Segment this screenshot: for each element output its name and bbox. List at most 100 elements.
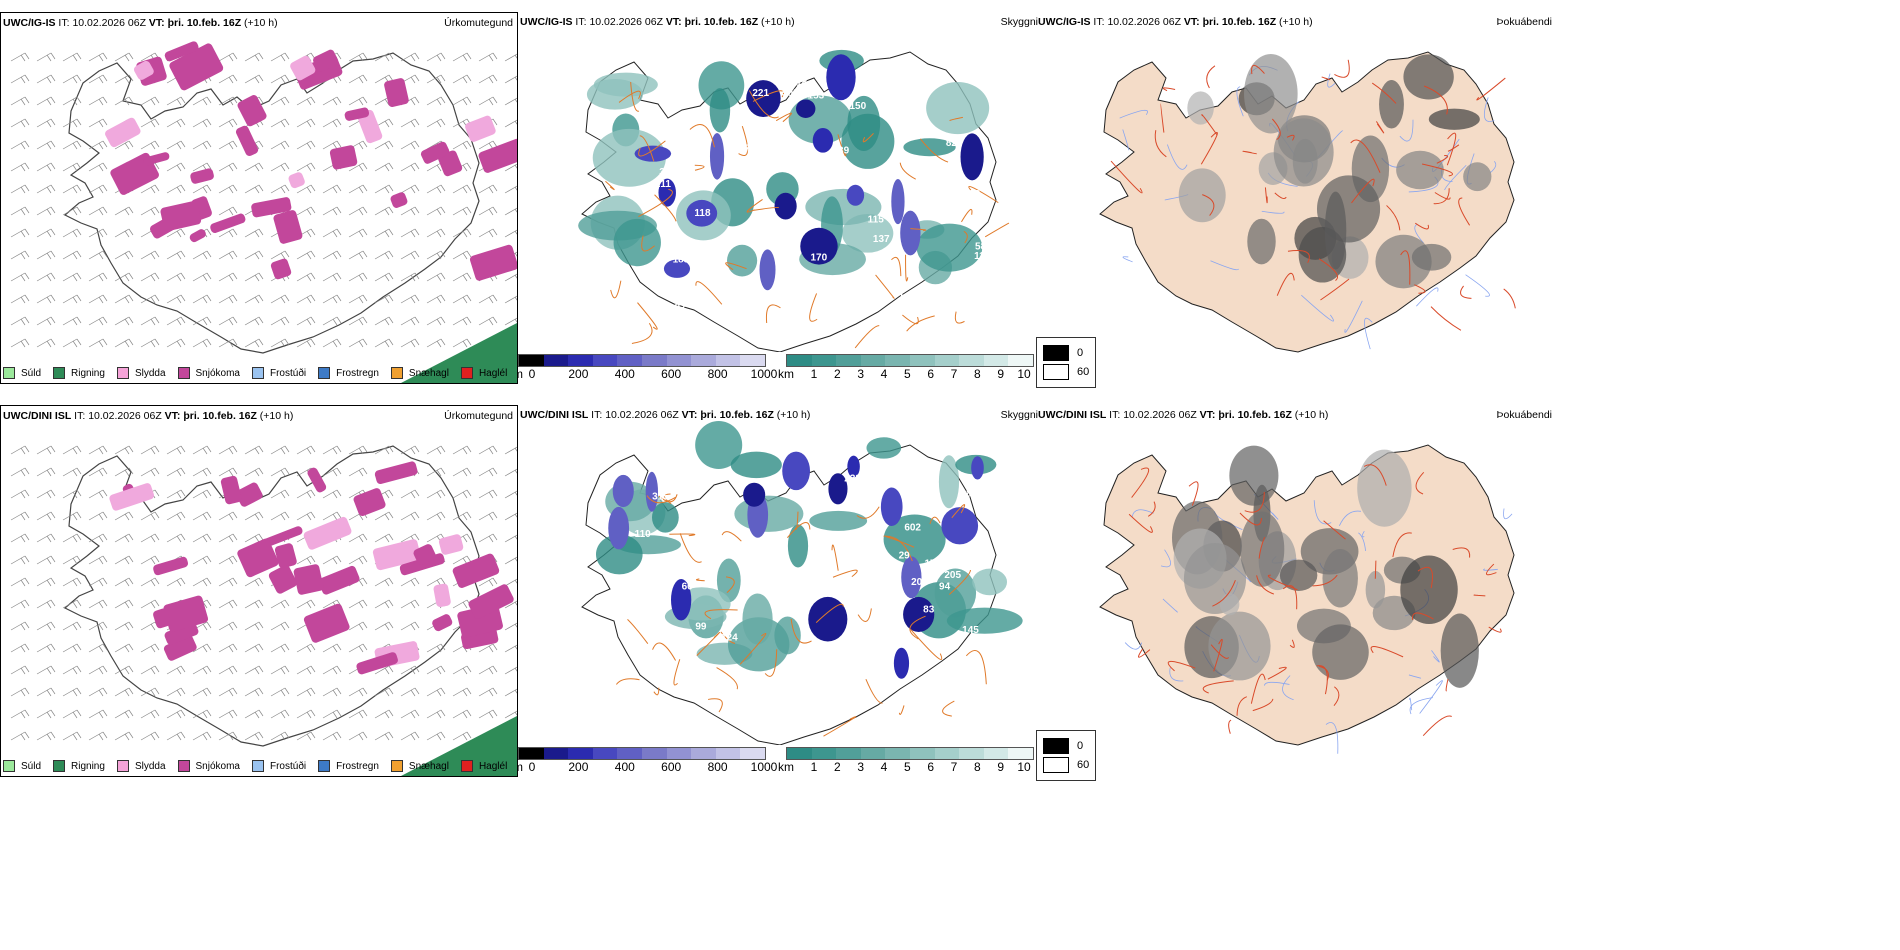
wind-barb xyxy=(244,621,264,631)
wind-barb xyxy=(166,467,186,477)
wind-barb xyxy=(400,250,420,260)
legend-label: Súld xyxy=(21,760,42,772)
wind-barb xyxy=(88,489,108,499)
wind-barb xyxy=(270,731,290,741)
wind-barb xyxy=(10,731,30,741)
wind-barb xyxy=(400,687,420,697)
ceiling-value-label: 205 xyxy=(944,570,961,581)
road xyxy=(1417,566,1433,589)
road xyxy=(738,125,748,156)
road xyxy=(1351,178,1375,204)
wind-barb xyxy=(114,96,134,106)
road xyxy=(965,650,987,685)
ceiling-value-label: 318 xyxy=(791,78,808,89)
road xyxy=(1412,612,1434,620)
snow-area xyxy=(153,608,171,629)
wind-barb xyxy=(114,709,134,719)
wind-barb xyxy=(88,577,108,587)
wind-barb xyxy=(88,228,108,238)
wind-barb xyxy=(10,140,30,150)
wind-barb xyxy=(374,206,394,216)
ceiling-area xyxy=(686,199,718,227)
snow-area xyxy=(313,49,339,72)
it-label: IT: xyxy=(591,409,603,421)
ceiling-value-label: 29 xyxy=(899,551,911,562)
legend-label: Rigning xyxy=(71,760,105,772)
ceiling-area xyxy=(663,259,691,278)
wind-barb xyxy=(218,555,238,565)
wind-barb xyxy=(10,621,30,631)
snow-area xyxy=(190,168,214,184)
wind-barb xyxy=(374,621,394,631)
wind-barb xyxy=(348,599,368,609)
lead-time: (+10 h) xyxy=(1279,16,1313,28)
road xyxy=(739,632,767,665)
wind-barb xyxy=(114,467,134,477)
wind-barb xyxy=(452,316,472,326)
wind-barb xyxy=(218,140,238,150)
wind-barb xyxy=(504,468,517,477)
road xyxy=(753,206,779,211)
ceiling-value-label: 170 xyxy=(810,252,827,263)
wind-barb xyxy=(348,74,368,84)
road xyxy=(1287,250,1310,263)
wind-barb xyxy=(478,52,498,62)
road xyxy=(765,304,781,324)
wind-barb xyxy=(504,688,517,697)
wind-barb xyxy=(244,338,264,348)
colorbar-tick: 5 xyxy=(903,367,911,381)
wind-barb xyxy=(348,533,368,543)
fog-area xyxy=(1411,243,1452,271)
ceiling-value-label: 238 xyxy=(844,474,861,485)
wind-barb xyxy=(426,489,446,499)
wind-barb xyxy=(62,96,82,106)
ceiling-area xyxy=(901,556,922,599)
wind-barb xyxy=(478,467,498,477)
river xyxy=(1483,97,1495,122)
ceiling-colorbar-ticks: m0 200 400 600 800 1000 xyxy=(518,367,777,381)
road xyxy=(899,162,916,180)
snow-area xyxy=(153,556,189,576)
colorbar-swatch xyxy=(715,355,741,366)
wind-barb xyxy=(426,445,446,455)
wind-barb xyxy=(400,140,420,150)
ceiling-unit: m xyxy=(518,367,523,381)
wind-barb xyxy=(88,272,108,282)
wind-barb xyxy=(88,731,108,741)
river xyxy=(1414,223,1424,244)
wind-barb xyxy=(270,316,290,326)
wind-barb xyxy=(348,621,368,631)
wind-barb xyxy=(114,206,134,216)
snow-area xyxy=(468,584,514,619)
colorbar-tick: 4 xyxy=(880,760,888,774)
wind-barb xyxy=(504,273,517,282)
river xyxy=(1301,294,1334,322)
road xyxy=(1414,222,1429,230)
colorbar-swatch xyxy=(568,748,593,759)
vt-value: þri. 10.feb. 16Z xyxy=(183,410,257,422)
wind-barb xyxy=(62,118,82,128)
wind-barb xyxy=(374,533,394,543)
road xyxy=(704,609,738,620)
wind-barb xyxy=(400,184,420,194)
wind-barb xyxy=(218,338,238,348)
wind-barb xyxy=(478,316,498,326)
visibility-area xyxy=(726,244,758,277)
fog-area xyxy=(1440,613,1479,688)
ceiling-value-label: 182 xyxy=(805,696,822,707)
ceiling-colorbar-ticks: m0 200 400 600 800 1000 xyxy=(518,760,777,774)
road xyxy=(1363,464,1387,486)
ceiling-area xyxy=(808,596,848,642)
wind-barb xyxy=(192,687,212,697)
ceiling-value-label: 239 xyxy=(832,145,849,156)
visibility-area xyxy=(787,524,809,568)
snow-area xyxy=(143,152,170,166)
road xyxy=(1128,513,1153,533)
colorbar-swatch xyxy=(959,355,984,366)
wind-barb xyxy=(36,316,56,326)
it-label: IT: xyxy=(74,410,86,422)
snow-area xyxy=(273,210,303,244)
wind-barb xyxy=(62,184,82,194)
colorbar-tick: 3 xyxy=(857,367,864,381)
road xyxy=(909,615,926,640)
